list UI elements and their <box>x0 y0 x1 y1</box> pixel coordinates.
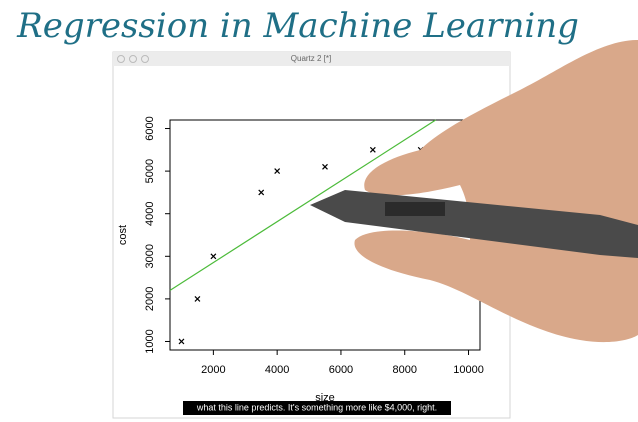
x-axis-label: size <box>315 392 335 404</box>
handwritten-title: Regression in Machine Learning <box>16 6 579 46</box>
pen-clip <box>385 202 445 216</box>
y-tick-label: 5000 <box>144 159 156 183</box>
x-tick-label: 8000 <box>392 364 416 376</box>
point <box>322 163 328 170</box>
point <box>178 338 185 345</box>
window-button[interactable] <box>117 55 125 63</box>
point <box>194 295 201 302</box>
y-tick-label: 1000 <box>144 329 156 353</box>
point <box>369 146 376 153</box>
x-tick-label: 6000 <box>329 364 353 376</box>
x-tick-label: 4000 <box>265 364 289 376</box>
y-tick-label: 3000 <box>144 244 156 268</box>
point <box>210 253 217 260</box>
hand-illustration <box>310 40 638 343</box>
point <box>258 189 265 196</box>
window-button[interactable] <box>129 55 137 63</box>
point <box>274 168 281 175</box>
caption: what this line predicts. It's something … <box>196 402 437 412</box>
window-title: Quartz 2 [*] <box>291 54 331 63</box>
window-title-bar <box>113 52 510 66</box>
window-button[interactable] <box>141 55 149 63</box>
y-tick-label: 6000 <box>144 116 156 140</box>
hand <box>354 40 638 343</box>
plot: 2000 4000 6000 8000 10000 1000 2000 3000 4000 500… <box>144 116 484 376</box>
y-axis-label: cost <box>117 225 129 245</box>
y-tick-label: 4000 <box>144 201 156 225</box>
x-tick-label: 10000 <box>453 364 484 376</box>
x-tick-label: 2000 <box>201 364 225 376</box>
caption-background <box>183 401 451 415</box>
y-tick-label: 2000 <box>144 287 156 311</box>
fit-line <box>169 119 436 291</box>
